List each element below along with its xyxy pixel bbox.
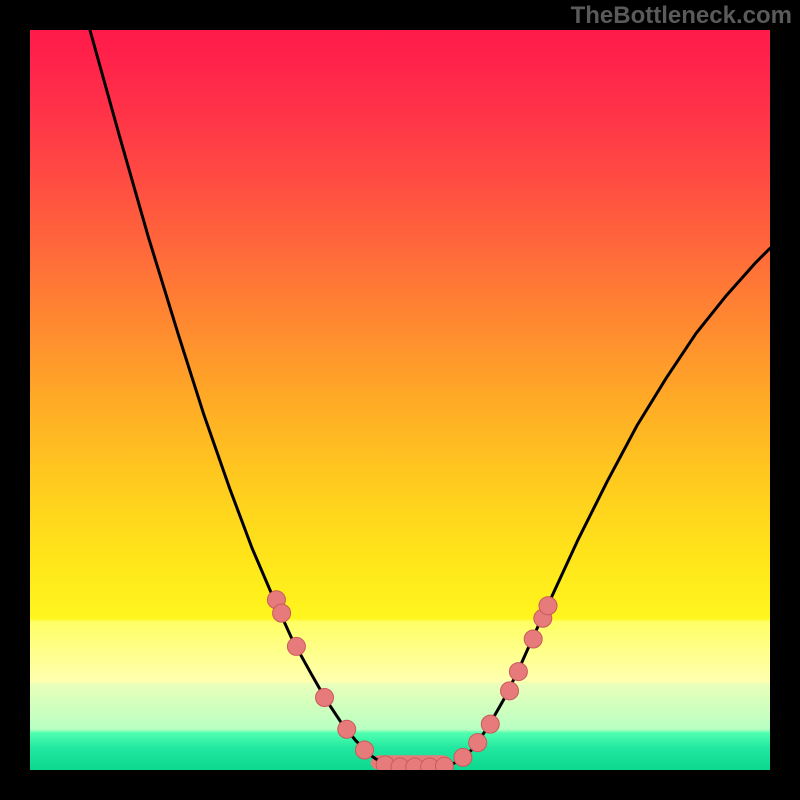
data-marker (524, 630, 542, 648)
data-marker (273, 604, 291, 622)
data-marker (316, 688, 334, 706)
data-marker (355, 741, 373, 759)
data-marker (338, 720, 356, 738)
data-marker (435, 757, 453, 770)
chart-svg (30, 30, 770, 770)
resonance-curve (90, 30, 770, 767)
watermark-text: TheBottleneck.com (571, 2, 792, 30)
data-marker (539, 597, 557, 615)
data-marker (481, 715, 499, 733)
data-marker (509, 663, 527, 681)
data-marker (287, 637, 305, 655)
data-marker (469, 734, 487, 752)
plot-area (30, 30, 770, 770)
data-marker (501, 682, 519, 700)
data-marker (454, 748, 472, 766)
